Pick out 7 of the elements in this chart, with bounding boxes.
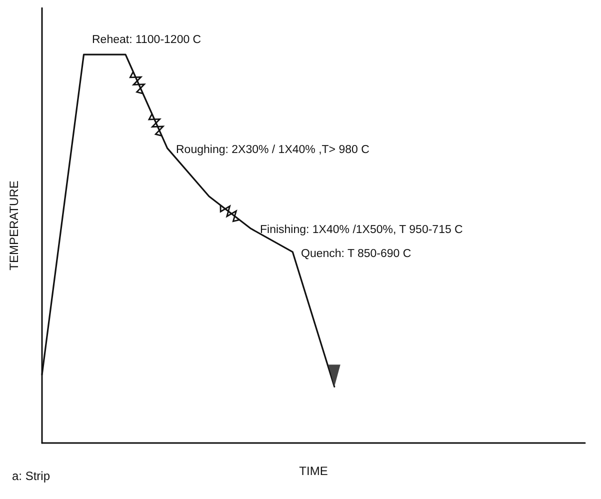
x-axis-title: TIME <box>299 464 328 478</box>
text: Reheat: 1100-1200 C <box>92 34 202 46</box>
annotation: Finishing: 1X40% /1X50%, T 950-715 C <box>260 224 463 236</box>
y-axis-title: TEMPERATURE <box>7 180 21 270</box>
annotation: Roughing: 2X30% / 1X40% ,T> 980 C <box>176 144 370 156</box>
annotation: Quench: T 850-690 C <box>301 248 412 260</box>
text: a: Strip <box>12 469 50 483</box>
